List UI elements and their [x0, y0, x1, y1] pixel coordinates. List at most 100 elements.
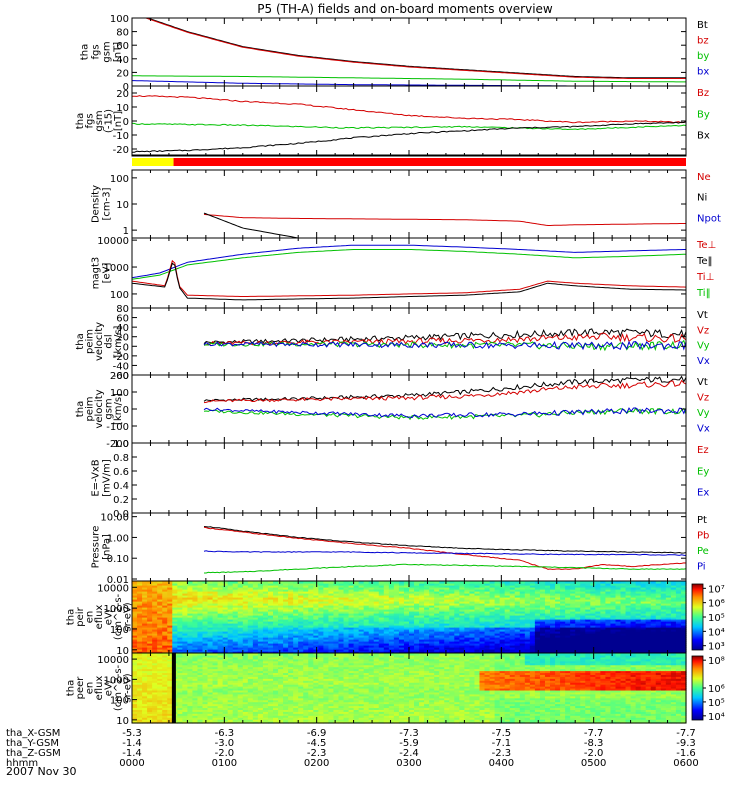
spectrogram-cell: [197, 645, 204, 648]
spectrogram-cell: [398, 631, 405, 634]
spectrogram-cell: [555, 589, 561, 592]
spectrogram-cell: [429, 581, 435, 584]
spectrogram-cell: [600, 641, 607, 644]
spectrogram-cell: [157, 719, 163, 722]
spectrogram-cell: [247, 643, 254, 646]
spectrogram-cell: [590, 627, 596, 630]
spectrogram-cell: [373, 605, 380, 608]
spectrogram-cell: [544, 615, 551, 618]
spectrogram-cell: [167, 647, 173, 650]
spectrogram-cell: [575, 623, 581, 626]
spectrogram-cell: [610, 607, 617, 610]
spectrogram-cell: [267, 597, 274, 600]
spectrogram-cell: [303, 581, 309, 584]
spectrogram-cell: [363, 603, 370, 606]
spectrogram-cell: [152, 672, 158, 675]
spectrogram-cell: [529, 611, 536, 614]
spectrogram-cell: [605, 591, 612, 594]
spectrogram-cell: [283, 621, 289, 624]
spectrogram-cell: [373, 651, 380, 654]
spectrogram-cell: [449, 647, 455, 650]
spectrogram-cell: [610, 581, 617, 584]
spectrogram-cell: [464, 585, 471, 588]
spectrogram-cell: [555, 619, 561, 622]
spectrogram-cell: [167, 603, 173, 606]
spectrogram-cell: [338, 617, 345, 620]
spectrogram-cell: [414, 609, 420, 612]
spectrogram-cell: [680, 609, 687, 612]
spectrogram-cell: [645, 627, 652, 630]
spectrogram-cell: [550, 603, 556, 606]
spectrogram-cell: [439, 647, 445, 650]
spectrogram-cell: [207, 619, 214, 622]
spectrogram-cell: [328, 593, 335, 596]
spectrogram-cell: [227, 613, 234, 616]
spectrogram-cell: [157, 585, 163, 588]
spectrogram-cell: [242, 623, 249, 626]
spectrogram-cell: [288, 639, 294, 642]
spectrogram-cell: [585, 593, 591, 596]
spectrogram-cell: [620, 607, 627, 610]
spectrogram-cell: [343, 631, 350, 634]
spectrogram-cell: [247, 591, 254, 594]
spectrogram-cell: [353, 649, 360, 652]
spectrogram-cell: [383, 635, 390, 638]
spectrogram-cell: [162, 639, 168, 642]
spectrogram-cell: [585, 599, 591, 602]
series-Bz: [132, 95, 686, 124]
spectrogram-cell: [550, 583, 556, 586]
spectrogram-cell: [529, 609, 536, 612]
spectrogram-cell: [197, 597, 204, 600]
spectrogram-cell: [504, 649, 511, 652]
spectrogram-cell: [620, 639, 627, 642]
spectrogram-cell: [222, 589, 229, 592]
spectrogram-cell: [670, 631, 677, 634]
ytick-label: 10000: [97, 236, 129, 247]
spectrogram-cell: [137, 625, 143, 628]
spectrogram-cell: [474, 587, 481, 590]
spectrogram-cell: [207, 627, 214, 630]
spectrogram-cell: [403, 609, 410, 612]
spectrogram-cell: [585, 603, 591, 606]
spectrogram-cell: [585, 581, 591, 584]
spectrogram-cell: [197, 623, 204, 626]
spectrogram-cell: [288, 641, 294, 644]
spectrogram-cell: [605, 647, 612, 650]
spectrogram-cell: [373, 637, 380, 640]
spectrogram-cell: [353, 621, 360, 624]
spectrogram-cell: [348, 607, 355, 610]
spectrogram-cell: [207, 649, 214, 652]
spectrogram-cell: [675, 625, 682, 628]
spectrogram-cell: [262, 585, 269, 588]
spectrogram-cell: [262, 643, 269, 646]
spectrogram-cell: [288, 601, 294, 604]
spectrogram-cell: [162, 589, 168, 592]
spectrogram-cell: [142, 660, 148, 664]
spectrogram-cell: [267, 589, 274, 592]
spectrogram-cell: [479, 613, 486, 616]
spectrogram-cell: [137, 707, 143, 710]
spectrogram-cell: [484, 605, 491, 608]
spectrogram-cell: [645, 647, 652, 650]
spectrogram-cell: [363, 645, 370, 648]
spectrogram-cell: [565, 641, 571, 644]
spectrogram-cell: [590, 601, 596, 604]
spectrogram-cell: [393, 613, 400, 616]
spectrogram-cell: [157, 693, 163, 697]
spectrogram-cell: [509, 627, 516, 630]
spectrogram-cell: [655, 637, 662, 640]
spectrogram-cell: [237, 645, 244, 648]
spectrogram-cell: [590, 633, 596, 636]
spectrogram-cell: [398, 641, 405, 644]
spectrogram-cell: [358, 593, 365, 596]
spectrogram-cell: [469, 637, 476, 640]
spectrogram-cell: [197, 635, 204, 638]
spectrogram-cell: [610, 625, 617, 628]
spectrogram-cell: [313, 649, 319, 652]
spectrogram-cell: [534, 581, 541, 584]
spectrogram-cell: [197, 619, 204, 622]
spectrogram-cell: [570, 631, 576, 634]
spectrogram-cell: [187, 593, 194, 596]
spectrogram-cell: [529, 617, 536, 620]
spectrogram-cell: [192, 605, 199, 608]
